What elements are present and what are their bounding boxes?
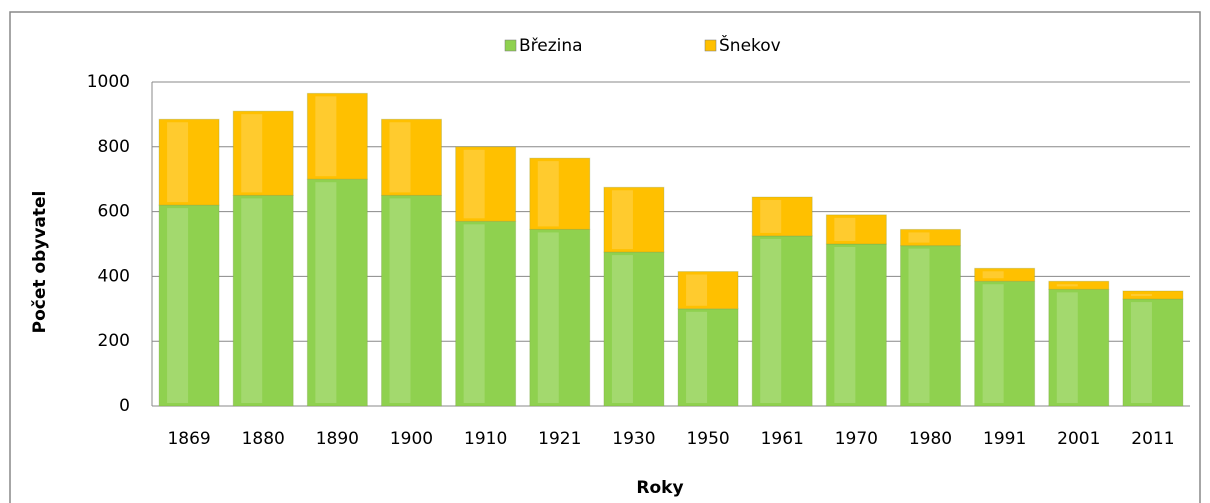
- bar-segment: [455, 146, 517, 222]
- bar-highlight: [611, 190, 633, 250]
- bar-highlight: [1130, 302, 1152, 403]
- bar-segment: [603, 186, 665, 253]
- bar-highlight: [315, 182, 337, 403]
- bar-highlight: [537, 161, 559, 227]
- x-tick-label: 1930: [612, 429, 655, 449]
- bar-highlight: [315, 96, 337, 177]
- bar-highlight: [1130, 293, 1152, 297]
- bar-segment: [455, 220, 517, 407]
- x-tick-label: 1991: [983, 429, 1026, 449]
- bar-highlight: [1056, 292, 1078, 403]
- bar-segment: [1048, 288, 1110, 407]
- x-tick-label: 1869: [167, 429, 210, 449]
- bar-highlight: [611, 255, 633, 403]
- bar-segment: [381, 118, 442, 196]
- bar-highlight: [167, 122, 189, 203]
- x-tick-label: 2001: [1057, 429, 1100, 449]
- bar-segment: [158, 118, 220, 206]
- legend-swatch: [504, 39, 517, 52]
- x-tick-label: 1950: [686, 429, 729, 449]
- bar-highlight: [1056, 284, 1078, 287]
- bar-highlight: [463, 149, 485, 219]
- bar-segment: [232, 194, 294, 407]
- bar-segment: [825, 214, 887, 245]
- x-tick-label: 1921: [538, 429, 581, 449]
- x-axis-title: Roky: [636, 478, 683, 498]
- bar-segment: [825, 243, 887, 407]
- y-tick-label: 1000: [87, 72, 130, 92]
- bar-highlight: [834, 217, 856, 241]
- bar-segment: [974, 280, 1036, 407]
- bar-segment: [751, 196, 813, 237]
- bar-segment: [603, 251, 665, 407]
- bar-segment: [529, 157, 591, 230]
- bar-highlight: [834, 247, 856, 403]
- y-axis-title: Počet obyvatel: [30, 191, 50, 334]
- y-tick-label: 600: [98, 202, 130, 222]
- bar-segment: [677, 271, 739, 310]
- x-tick-label: 1961: [761, 429, 804, 449]
- bar-segment: [751, 235, 813, 407]
- bar-highlight: [982, 271, 1004, 279]
- bar-segment: [677, 308, 739, 407]
- bar-highlight: [908, 248, 930, 403]
- y-tick-label: 800: [98, 137, 130, 157]
- bar-highlight: [389, 198, 411, 403]
- bar-segment: [306, 92, 368, 180]
- bar-highlight: [982, 284, 1004, 403]
- bar-segment: [306, 178, 368, 407]
- bar-segment: [900, 245, 961, 407]
- bar-segment: [900, 228, 961, 247]
- x-tick-label: 1890: [316, 429, 359, 449]
- bar-segment: [158, 204, 220, 407]
- bar-segment: [381, 194, 442, 407]
- y-tick-label: 400: [98, 266, 130, 286]
- bar-highlight: [760, 238, 782, 403]
- bar-highlight: [686, 274, 708, 306]
- bar-highlight: [241, 198, 263, 403]
- x-tick-label: 1900: [390, 429, 433, 449]
- bar-segment: [1122, 290, 1184, 300]
- legend-label: Březina: [519, 36, 583, 56]
- legend-label: Šnekov: [719, 34, 781, 56]
- bar-segment: [1122, 298, 1184, 407]
- x-tick-label: 1980: [909, 429, 952, 449]
- bar-highlight: [908, 232, 930, 243]
- x-tick-label: 1910: [464, 429, 507, 449]
- y-tick-label: 0: [119, 396, 130, 416]
- x-tick-label: 1880: [242, 429, 285, 449]
- bar-highlight: [760, 200, 782, 233]
- bar-segment: [232, 110, 294, 196]
- bar-highlight: [167, 208, 189, 403]
- bar-highlight: [686, 311, 708, 403]
- bar-segment: [1048, 280, 1110, 290]
- x-tick-label: 2011: [1131, 429, 1174, 449]
- legend-swatch: [704, 39, 717, 52]
- bar-highlight: [463, 224, 485, 403]
- x-tick-label: 1970: [835, 429, 878, 449]
- y-tick-label: 200: [98, 331, 130, 351]
- bar-highlight: [389, 122, 411, 193]
- bar-highlight: [241, 114, 263, 193]
- bar-highlight: [537, 232, 559, 403]
- bar-segment: [974, 267, 1036, 282]
- bar-segment: [529, 228, 591, 407]
